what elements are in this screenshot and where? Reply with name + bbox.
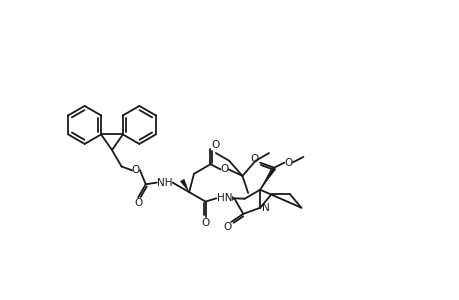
- Polygon shape: [232, 196, 234, 201]
- Text: O: O: [223, 222, 231, 232]
- Text: O: O: [211, 140, 219, 150]
- Text: N: N: [262, 203, 269, 213]
- Text: O: O: [132, 165, 140, 175]
- Text: HN: HN: [216, 193, 231, 203]
- Polygon shape: [179, 179, 189, 192]
- Text: NH: NH: [157, 178, 172, 188]
- Polygon shape: [260, 167, 276, 190]
- Text: O: O: [134, 198, 142, 208]
- Text: O: O: [201, 218, 209, 228]
- Text: O: O: [284, 158, 292, 168]
- Polygon shape: [232, 196, 234, 201]
- Text: O: O: [249, 154, 257, 164]
- Text: O: O: [220, 164, 228, 174]
